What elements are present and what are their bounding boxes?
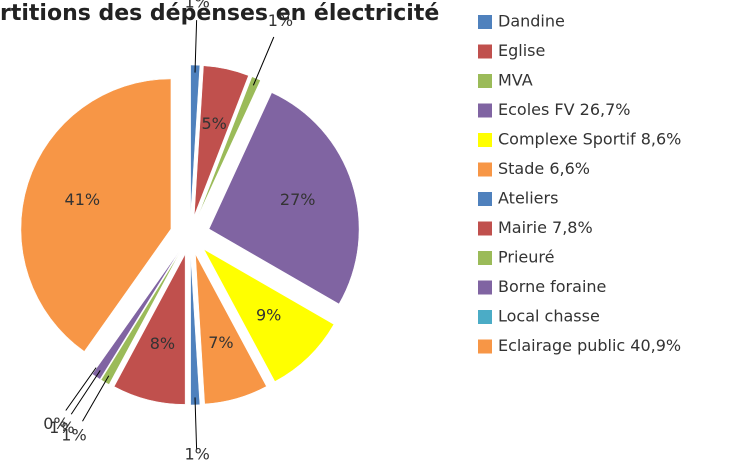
data-label: 1%	[184, 445, 209, 464]
legend-swatch	[478, 339, 492, 354]
leader-line	[194, 397, 198, 450]
legend-label: Dandine	[498, 12, 565, 31]
pie-slice	[195, 254, 267, 405]
legend-swatch	[478, 44, 492, 59]
legend-label: Ecoles FV 26,7%	[498, 100, 630, 119]
data-label: 1%	[61, 425, 86, 444]
legend-label: MVA	[498, 71, 533, 90]
pie-slice	[203, 248, 335, 382]
legend-swatch	[478, 221, 492, 236]
data-label: 0%	[43, 414, 68, 433]
leader-line	[70, 370, 101, 415]
chart-title: rtitions des dépenses en électricité	[0, 1, 439, 26]
data-label: 9%	[256, 306, 281, 325]
data-label: 27%	[280, 190, 316, 209]
legend-swatch	[478, 251, 492, 265]
data-label: 41%	[65, 190, 101, 209]
legend-label: Complexe Sportif 8,6%	[498, 130, 681, 149]
legend-label: Mairie 7,8%	[498, 218, 593, 237]
legend-swatch	[478, 280, 492, 295]
leader-line	[65, 367, 97, 411]
pie-slice	[20, 78, 172, 352]
data-label: 5%	[201, 114, 226, 133]
leader-line	[194, 20, 198, 73]
data-label: 1%	[49, 418, 74, 437]
pie-slice	[208, 92, 360, 305]
legend-label: Eclairage public 40,9%	[498, 336, 681, 355]
legend-label: Eglise	[498, 41, 545, 60]
leader-line	[82, 375, 110, 422]
legend-swatch	[478, 74, 492, 88]
legend-swatch	[478, 192, 492, 206]
pie-slice	[194, 65, 249, 216]
legend-label: Local chasse	[498, 307, 600, 326]
leader-line	[252, 36, 275, 86]
pie-slice	[113, 254, 186, 405]
legend-label: Prieuré	[498, 248, 554, 267]
data-label: 1%	[268, 11, 293, 30]
legend-swatch	[478, 15, 492, 29]
legend-swatch	[478, 133, 492, 147]
data-label: 1%	[184, 0, 209, 12]
legend-label: Stade 6,6%	[498, 159, 590, 178]
legend-swatch	[478, 310, 492, 324]
legend-label: Ateliers	[498, 189, 558, 208]
legend-swatch	[478, 162, 492, 177]
legend-swatch	[478, 103, 492, 118]
legend-label: Borne foraine	[498, 277, 606, 296]
data-label: 7%	[208, 333, 233, 352]
data-label: 8%	[150, 334, 175, 353]
